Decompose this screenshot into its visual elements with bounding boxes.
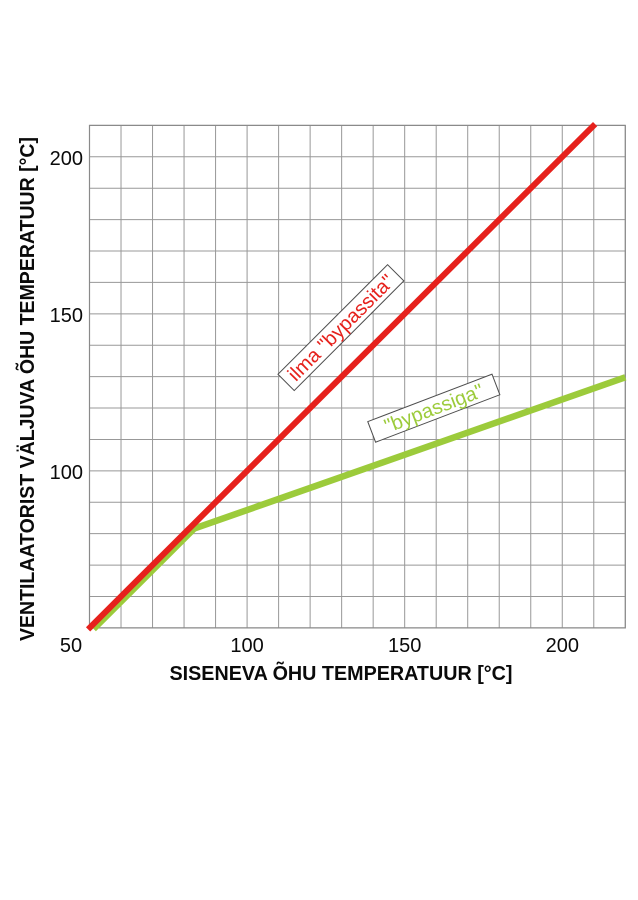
svg-text:150: 150 bbox=[388, 635, 421, 657]
svg-text:VENTILAATORIST VÄLJUVA ÕHU TEM: VENTILAATORIST VÄLJUVA ÕHU TEMPERATUUR [… bbox=[15, 137, 39, 641]
svg-text:50: 50 bbox=[60, 635, 82, 657]
svg-text:100: 100 bbox=[230, 635, 263, 657]
svg-text:100: 100 bbox=[50, 462, 83, 484]
svg-text:SISENEVA ÕHU TEMPERATUUR [°C]: SISENEVA ÕHU TEMPERATUUR [°C] bbox=[170, 661, 513, 685]
svg-text:150: 150 bbox=[50, 305, 83, 327]
svg-text:200: 200 bbox=[546, 635, 579, 657]
svg-text:200: 200 bbox=[50, 148, 83, 170]
